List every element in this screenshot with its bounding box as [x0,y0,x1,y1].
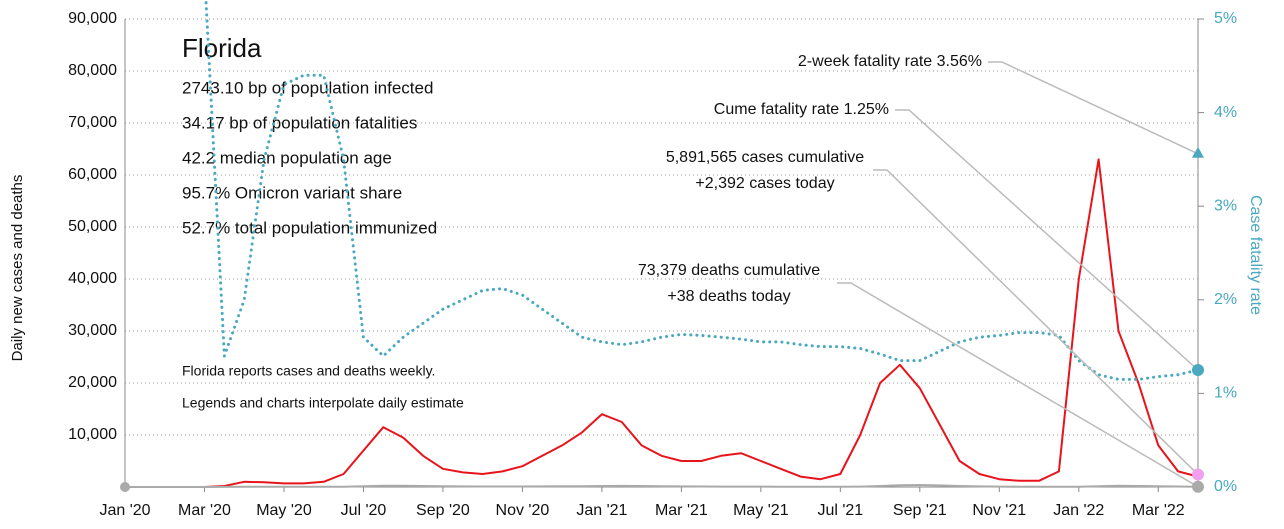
note: Legends and charts interpolate daily est… [182,395,464,411]
leader-line [837,282,1199,488]
y2-tick-label: 4% [1214,104,1237,121]
annotation-text: 5,891,565 cases cumulative [666,149,864,166]
annotation-text: +38 deaths today [667,288,790,305]
x-tick-label: May '21 [733,502,789,519]
annotation-marker [1192,146,1204,158]
x-tick-label: Jan '22 [1053,502,1104,519]
y-tick-label: 50,000 [68,218,117,235]
y-axis-label: Daily new cases and deaths [9,175,26,362]
x-tick-label: Mar '21 [655,502,708,519]
y2-tick-label: 0% [1214,478,1237,495]
x-tick-label: Jul '20 [341,502,387,519]
stat-line: 42.2 median population age [182,148,392,167]
x-tick-label: Jan '21 [576,502,627,519]
x-tick-label: Sep '21 [893,502,947,519]
annotation-marker [1192,480,1204,493]
series-line [204,0,1200,381]
y2-axis-label: Case fatality rate [1247,195,1264,315]
y-tick-label: 10,000 [68,426,117,443]
x-tick-label: Nov '20 [496,502,550,519]
y-tick-label: 30,000 [68,322,117,339]
y2-tick-label: 5% [1214,10,1237,27]
series-line [125,484,1199,488]
annotation-text: Cume fatality rate 1.25% [714,101,889,118]
x-tick-label: Jan '20 [99,502,150,519]
series-line [125,158,1199,488]
y2-tick-label: 3% [1214,197,1237,214]
annotation-text: +2,392 cases today [695,175,834,192]
y-tick-label: 80,000 [68,62,117,79]
y-tick-label: 40,000 [68,270,117,287]
y-tick-label: 70,000 [68,114,117,131]
plot-area [125,0,1200,488]
y-tick-label: 20,000 [68,374,117,391]
leader-line [895,109,1199,371]
x-tick-label: Mar '22 [1132,502,1185,519]
x-tick-label: Jul '21 [817,502,863,519]
x-tick-label: Nov '21 [972,502,1026,519]
leader-line [873,169,1199,476]
chart-title: Florida [182,33,262,63]
x-tick-label: Mar '20 [178,502,231,519]
note: Florida reports cases and deaths weekly. [182,363,435,379]
y2-tick-label: 2% [1214,291,1237,308]
origin-marker [120,482,130,492]
y2-tick-label: 1% [1214,385,1237,402]
x-tick-label: May '20 [256,502,312,519]
annotation-text: 2-week fatality rate 3.56% [798,53,982,70]
y-tick-label: 90,000 [68,10,117,27]
stat-line: 2743.10 bp of population infected [182,78,433,97]
stat-line: 52.7% total population immunized [182,218,437,237]
annotation-marker [1192,364,1204,376]
leader-line [988,61,1199,155]
annotation-marker [1192,468,1204,481]
stat-line: 34.17 bp of population fatalities [182,113,417,132]
y-tick-label: 60,000 [68,166,117,183]
annotation-text: 73,379 deaths cumulative [638,262,820,279]
x-tick-label: Sep '20 [416,502,470,519]
